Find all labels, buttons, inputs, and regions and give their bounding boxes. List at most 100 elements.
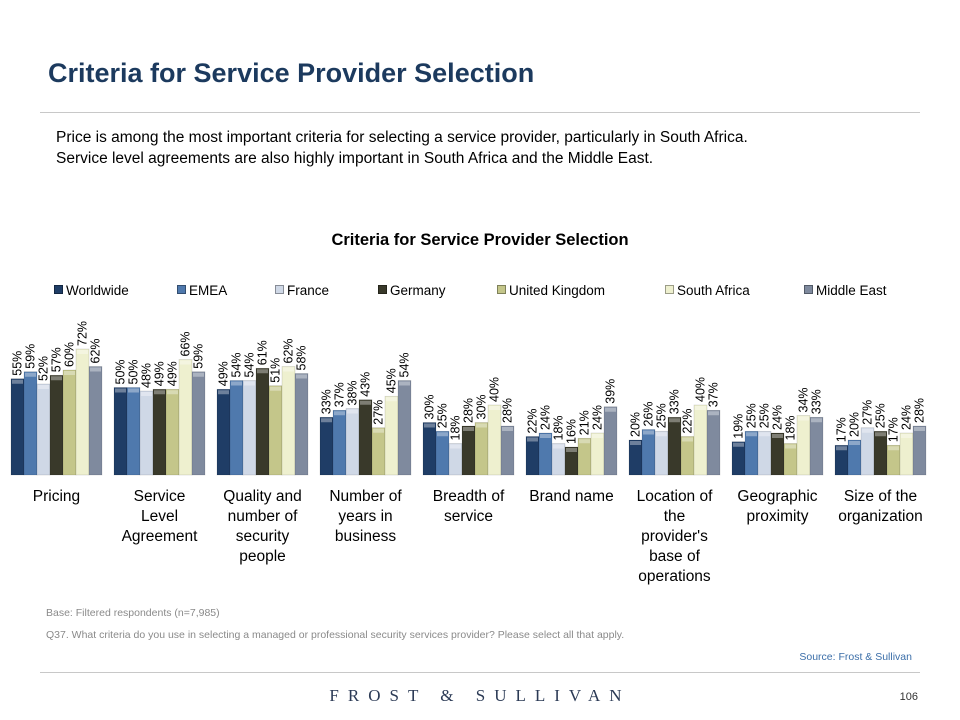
footer-divider: [40, 672, 920, 673]
bar-highlight: [115, 388, 126, 393]
category-label-line: Level: [141, 508, 178, 525]
bar-highlight: [141, 392, 152, 396]
bar-highlight: [25, 372, 36, 377]
bar: [770, 432, 785, 476]
bar-value-label: 20%: [848, 412, 862, 437]
bar: [75, 348, 90, 476]
legend-item-emea: EMEA: [177, 283, 227, 298]
bar-highlight: [682, 437, 693, 442]
bar: [294, 373, 309, 476]
bar-highlight: [540, 434, 551, 438]
bar-highlight: [669, 418, 680, 423]
footnote-base: Base: Filtered respondents (n=7,985): [46, 607, 220, 619]
bar-group: 30% 25% 18%28% 30%40%28%: [423, 377, 515, 476]
bar: [113, 387, 128, 476]
bar-value-label: 18%: [449, 415, 463, 440]
bar: [809, 416, 824, 476]
bar-highlight: [193, 372, 204, 377]
bar: [525, 436, 540, 476]
bar-highlight: [527, 437, 538, 442]
category-label-line: the: [664, 508, 686, 525]
bar-highlight: [502, 427, 513, 431]
category-label: Pricing: [33, 488, 80, 505]
bar-highlight: [231, 381, 242, 386]
bar-value-label: 60%: [63, 342, 77, 367]
legend-label: Germany: [390, 283, 446, 298]
bar-highlight: [772, 434, 783, 438]
bar-value-label: 27%: [372, 400, 386, 425]
legend-swatch: [665, 285, 674, 294]
page-title: Criteria for Service Provider Selection: [48, 58, 535, 88]
bar-value-label: 54%: [243, 352, 257, 377]
bar-value-label: 50%: [114, 359, 128, 384]
legend-label: Worldwide: [66, 283, 129, 298]
bar-value-label: 18%: [784, 415, 798, 440]
bar-highlight: [154, 390, 165, 395]
bar-value-label: 43%: [359, 372, 373, 397]
bar-highlight: [386, 397, 397, 402]
category-label-line: Pricing: [33, 488, 80, 505]
bar-value-label: 62%: [282, 338, 296, 363]
bar: [62, 369, 77, 476]
bar-highlight: [180, 360, 191, 365]
bar: [628, 439, 643, 476]
category-label-line: operations: [638, 568, 711, 585]
intro-line-2: Service level agreements are also highly…: [56, 150, 654, 167]
bar-highlight: [875, 432, 886, 437]
bar: [693, 404, 708, 476]
bar-value-label: 17%: [887, 417, 901, 442]
category-label-line: Service: [134, 488, 186, 505]
category-label-line: organization: [838, 508, 922, 525]
bar-highlight: [592, 434, 603, 438]
bar-group: 49% 54% 54% 61%51%62% 58%: [217, 338, 309, 476]
category-label: Service Level Agreement: [122, 488, 199, 545]
category-label-line: years in: [338, 508, 392, 525]
bar-highlight: [399, 381, 410, 386]
bar-value-label: 40%: [488, 377, 502, 402]
bar: [384, 395, 399, 476]
bar: [500, 425, 515, 476]
bar-value-label: 30%: [423, 394, 437, 419]
bar-value-label: 16%: [565, 419, 579, 444]
category-label-line: service: [444, 508, 493, 525]
bar-highlight: [128, 388, 139, 393]
bar-highlight: [914, 427, 925, 431]
bar-highlight: [798, 416, 809, 421]
bar-value-label: 72%: [76, 321, 90, 346]
bar: [860, 427, 875, 476]
bar: [397, 380, 412, 476]
bar-value-label: 49%: [153, 361, 167, 386]
bar: [139, 390, 154, 476]
bar-highlight: [811, 418, 822, 423]
bar: [281, 366, 296, 476]
brand-logo: FROST & SULLIVAN: [329, 686, 631, 705]
legend-item-germany: Germany: [378, 283, 446, 298]
legend-swatch: [804, 285, 813, 294]
bar: [23, 371, 38, 476]
bar: [667, 416, 682, 476]
bar: [165, 388, 180, 476]
intro-line-1: Price is among the most important criter…: [56, 129, 748, 146]
bar-value-label: 55%: [11, 351, 25, 376]
bar-highlight: [785, 444, 796, 449]
bar: [654, 430, 669, 476]
bar-highlight: [888, 446, 899, 451]
bar-value-label: 40%: [694, 377, 708, 402]
bar-value-label: 28%: [462, 398, 476, 423]
bar: [744, 430, 759, 476]
bar: [847, 439, 862, 476]
bar-value-label: 33%: [320, 389, 334, 414]
bar-highlight: [360, 400, 371, 405]
bar-highlight: [450, 444, 461, 449]
bar: [358, 399, 373, 476]
bar-value-label: 58%: [295, 345, 309, 370]
bar-value-label: 48%: [140, 363, 154, 388]
bar-value-label: 52%: [37, 356, 51, 381]
bar-value-label: 54%: [398, 352, 412, 377]
category-label-line: Agreement: [122, 528, 199, 545]
category-label-line: Location of: [637, 488, 714, 505]
bar-value-label: 27%: [861, 400, 875, 425]
bar-highlight: [643, 430, 654, 435]
bar-value-label: 61%: [256, 340, 270, 365]
bar-value-label: 24%: [900, 405, 914, 430]
